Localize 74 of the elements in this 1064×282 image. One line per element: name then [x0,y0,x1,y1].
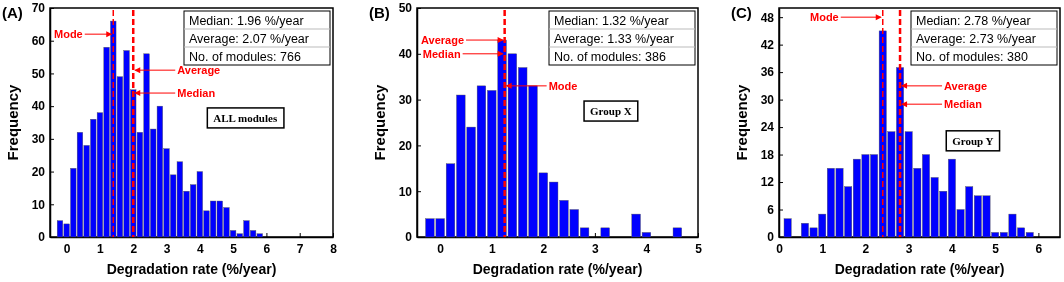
y-tick-label: 30 [31,132,46,147]
x-axis-title: Degradation rate (%/year) [472,261,643,277]
annotation: Median [422,47,461,60]
x-tick-label: 2 [540,241,548,256]
y-axis-title: Frequency [4,83,21,161]
y-tick-label: 18 [760,147,775,162]
x-axis-title: Degradation rate (%/year) [106,261,277,277]
x-tick-label: 5 [230,241,238,256]
x-tick-label: 5 [695,241,703,256]
y-tick-label: 60 [31,34,46,49]
y-tick-label: 0 [38,230,46,245]
annotation: Group Y [952,134,994,147]
x-tick-label: 6 [263,241,271,256]
y-tick-label: 40 [31,99,46,114]
y-tick-label: 10 [31,197,46,212]
x-tick-label: 6 [1035,241,1043,256]
y-tick-label: 0 [767,230,775,245]
y-tick-label: 6 [767,202,775,217]
x-tick-label: 7 [296,241,304,256]
chart-title: (C) [731,4,752,21]
y-axis-title: Frequency [371,83,388,161]
x-tick-label: 1 [819,241,827,256]
x-tick-label: 5 [992,241,1000,256]
annotation: ALL modules [213,111,278,124]
x-tick-label: 2 [130,241,138,256]
annotation: No. of modules: 766 [189,50,301,64]
y-tick-label: 42 [760,37,775,52]
x-axis-title: Degradation rate (%/year) [834,261,1005,277]
x-tick-label: 4 [196,241,204,256]
annotation: Mode [54,28,83,41]
y-tick-label: 10 [398,184,413,199]
annotation: Average: 2.73 %/year [916,32,1036,46]
y-tick-label: 20 [31,164,46,179]
annotation: Average [944,79,988,92]
annotation: No. of modules: 386 [554,50,666,64]
annotation: Median: 1.32 %/year [554,14,669,28]
x-tick-label: 1 [488,241,496,256]
x-tick-label: 2 [862,241,870,256]
y-tick-label: 30 [398,92,413,107]
annotation: Average: 2.07 %/year [189,32,309,46]
y-tick-label: 36 [760,65,775,80]
x-tick-label: 0 [437,241,445,256]
x-tick-label: 3 [905,241,913,256]
x-tick-label: 0 [63,241,71,256]
annotation: Mode [810,11,839,24]
y-tick-label: 50 [31,66,46,81]
y-tick-label: 24 [760,120,775,135]
annotation: Median [177,87,216,100]
x-tick-label: 4 [643,241,651,256]
x-tick-label: 3 [592,241,600,256]
annotation: Group X [590,105,632,118]
x-tick-label: 3 [163,241,171,256]
annotation: Median: 1.96 %/year [189,14,304,28]
y-tick-label: 70 [31,1,46,16]
annotation: Average [177,64,221,77]
annotation: Mode [548,79,578,92]
annotation: Median: 2.78 %/year [916,14,1031,28]
annotation: No. of modules: 380 [916,50,1028,64]
y-tick-label: 50 [398,1,413,16]
chart-title: (B) [369,4,390,21]
annotation: Average: 1.33 %/year [554,32,674,46]
y-tick-label: 30 [760,92,775,107]
annotation: Median [944,98,983,111]
y-tick-label: 20 [398,138,413,153]
y-tick-label: 48 [760,10,775,25]
y-tick-label: 0 [405,230,413,245]
y-tick-label: 12 [760,175,775,190]
chart-title: (A) [2,4,23,21]
x-tick-label: 8 [330,241,338,256]
x-tick-label: 4 [949,241,957,256]
annotation: Average [421,34,465,47]
y-axis-title: Frequency [733,83,750,161]
x-tick-label: 1 [97,241,105,256]
y-tick-label: 40 [398,47,413,62]
